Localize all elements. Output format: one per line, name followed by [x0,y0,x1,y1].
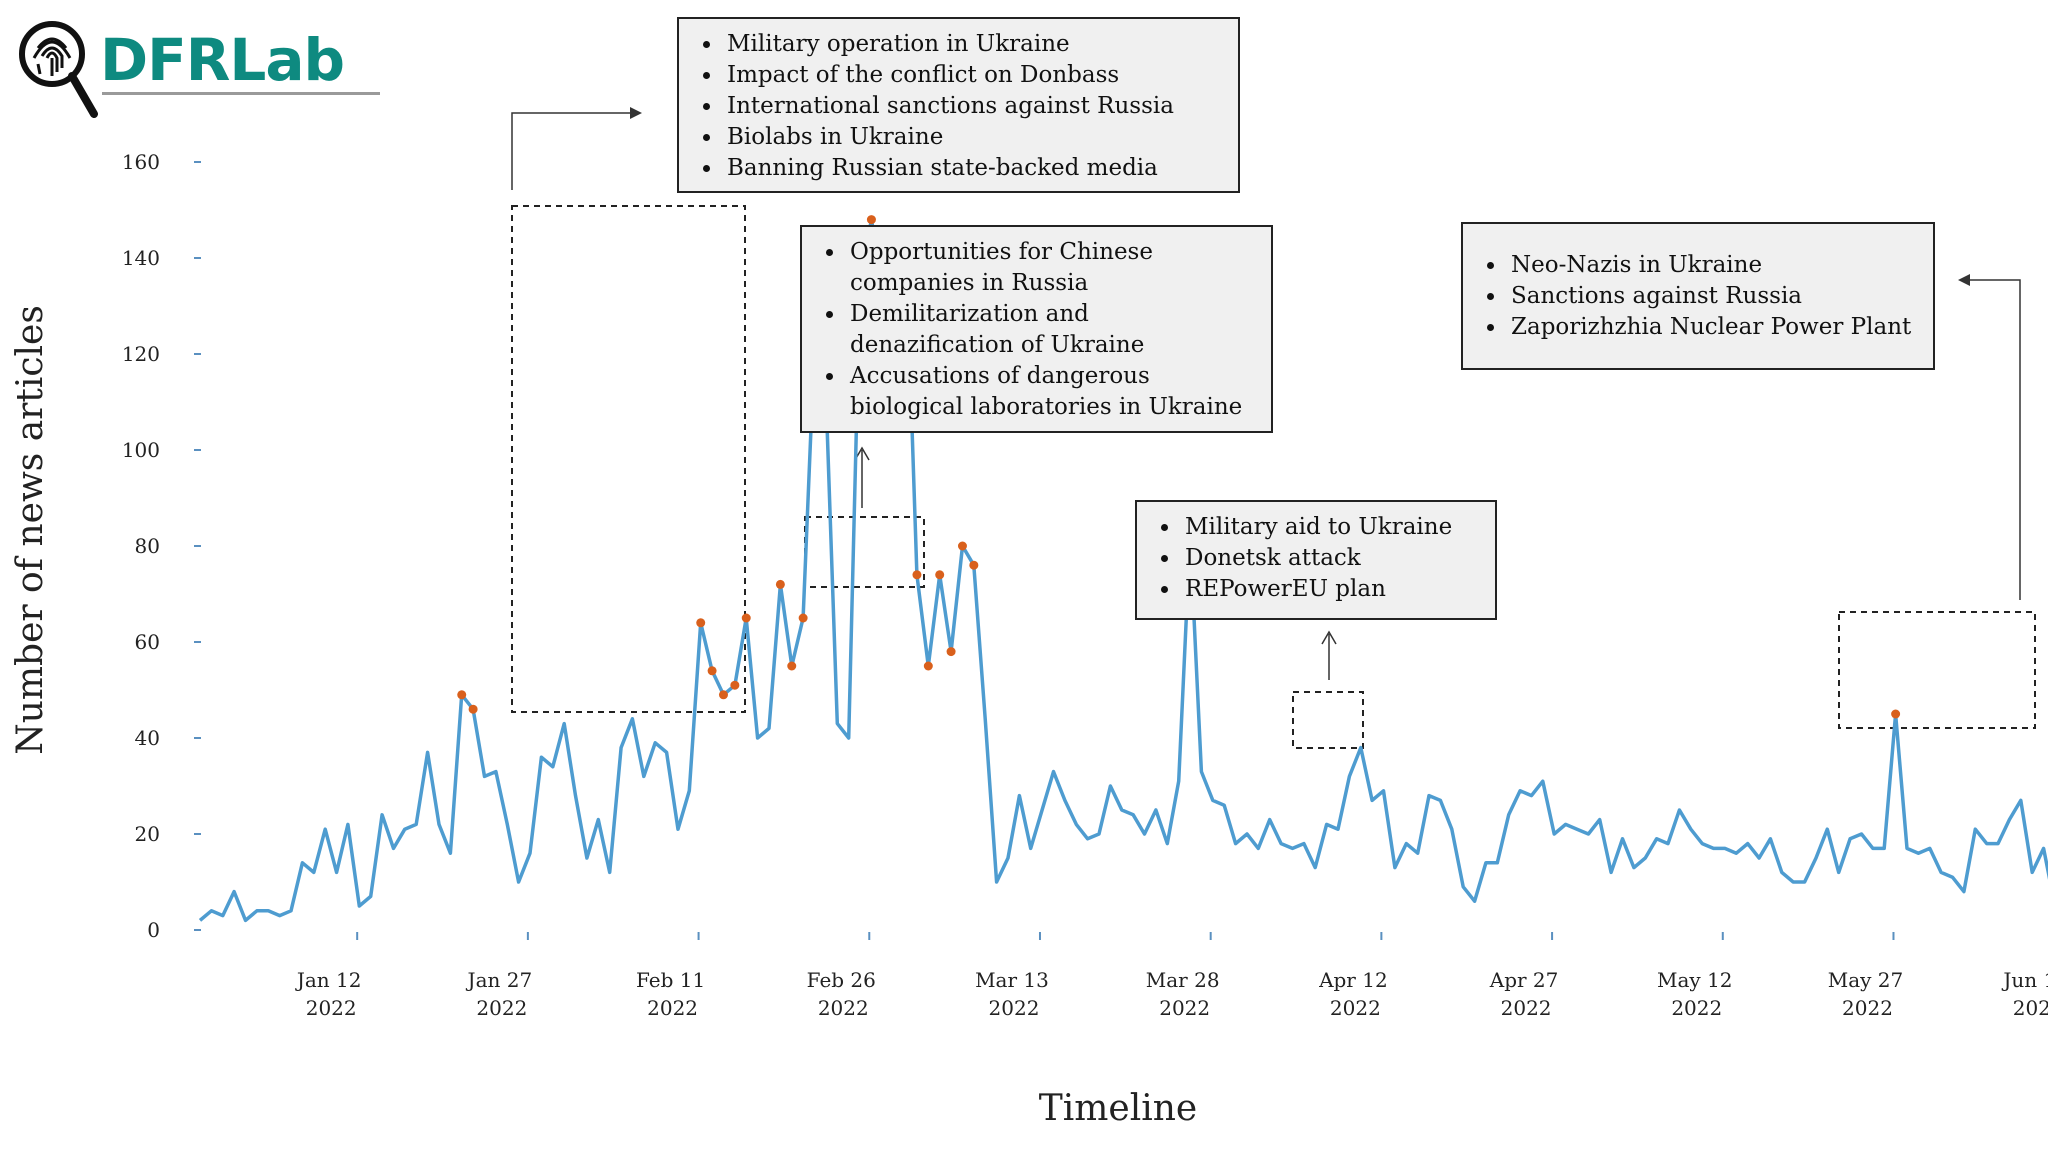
y-tick-label: 80 [135,534,160,558]
x-tick-label: May 12 [1657,968,1733,992]
annotation-box-feb-mar: Military operation in Ukraine Impact of … [677,17,1240,193]
annotation-box-aug: Neo-Nazis in Ukraine Sanctions against R… [1461,222,1935,370]
x-tick-label: Apr 27 [1489,968,1559,992]
x-tick-year: 2022 [647,996,698,1020]
x-tick-label: May 27 [1828,968,1904,992]
connector-aug [1970,279,2021,600]
annotation-item: Zaporizhzhia Nuclear Power Plant [1507,312,1919,343]
magnifier-fingerprint-icon [19,21,98,118]
x-tick-year: 2022 [476,996,527,1020]
annotation-item: Accusations of dangerous biological labo… [846,361,1257,423]
highlight-box-mar-29 [804,516,925,588]
y-tick-label: 40 [135,726,160,750]
peak-marker [468,704,478,714]
arrowhead-aug [1958,274,1970,286]
x-tick-year: 2022 [1501,996,1552,1020]
logo-underline [102,92,380,95]
annotation-item: Donetsk attack [1181,543,1481,574]
connector-feb-mar [511,112,632,190]
series-line [198,217,2048,923]
annotation-item: Biolabs in Ukraine [723,122,1224,153]
annotation-connectors [511,107,2021,680]
annotation-item: REPowerEU plan [1181,574,1481,605]
x-tick-year: 2022 [1159,996,1210,1020]
y-tick-label: 160 [122,150,160,174]
annotation-item: Military aid to Ukraine [1181,512,1481,543]
annotation-item: Opportunities for Chinese companies in R… [846,237,1257,299]
peak-marker [787,661,797,671]
peak-marker [866,215,876,225]
x-tick-label: Mar 28 [1146,968,1220,992]
y-axis-title: Number of news articles [10,305,51,755]
dfrlab-logo: DFRLab [18,18,380,138]
peak-marker [969,560,979,570]
x-axis: Jan 12 2022 Jan 27 2022 Feb 11 2022 Feb 26 2022… [295,932,2048,1020]
logo-text: DFRLab [100,26,345,94]
y-axis: 0 20 40 60 80 100 120 140 160 [122,150,201,942]
y-tick-label: 140 [122,246,160,270]
x-tick-label: Apr 12 [1318,968,1388,992]
y-tick-label: 0 [147,918,160,942]
peak-marker [1891,709,1901,719]
peak-marker [718,690,728,700]
x-tick-label: Mar 13 [975,968,1049,992]
x-axis-title: Timeline [1039,1088,1197,1129]
x-tick-label: Jan 27 [466,968,533,992]
annotation-item: Military operation in Ukraine [723,29,1224,60]
x-tick-label: Feb 11 [636,968,705,992]
peak-marker [935,570,945,580]
x-tick-label: Feb 26 [807,968,876,992]
peak-marker [707,666,717,676]
x-tick-label: Jun 11 [2001,968,2048,992]
peak-marker [696,618,706,628]
highlight-box-feb-mar [511,205,746,713]
annotation-item: Neo-Nazis in Ukraine [1507,250,1919,281]
annotation-item: Demilitarization and denazification of U… [846,299,1257,361]
x-tick-year: 2022 [1842,996,1893,1020]
x-tick-year: 2022 [2013,996,2048,1020]
x-tick-year: 2022 [1671,996,1722,1020]
peak-marker [957,541,967,551]
arrowhead-jun-03 [1321,630,1337,645]
y-tick-label: 60 [135,630,160,654]
peak-marker [923,661,933,671]
y-tick-label: 20 [135,822,160,846]
annotation-box-mar-29: Opportunities for Chinese companies in R… [800,225,1273,433]
arrowhead-feb-mar [630,107,642,119]
annotation-box-jun-03: Military aid to Ukraine Donetsk attack R… [1135,500,1497,620]
annotation-item: International sanctions against Russia [723,91,1224,122]
y-tick-label: 100 [122,438,160,462]
x-tick-label: Jan 12 [295,968,362,992]
peak-marker [775,579,785,589]
highlight-box-jun-03 [1292,691,1364,749]
x-tick-year: 2022 [306,996,357,1020]
annotation-item: Banning Russian state-backed media [723,153,1224,184]
x-tick-year: 2022 [818,996,869,1020]
peak-marker [730,680,740,690]
peak-marker [946,647,956,657]
peak-marker [912,570,922,580]
highlight-box-aug [1838,611,2036,729]
peak-marker [798,613,808,623]
x-tick-year: 2022 [1330,996,1381,1020]
x-tick-year: 2022 [989,996,1040,1020]
peak-marker [741,613,751,623]
annotation-item: Impact of the conflict on Donbass [723,60,1224,91]
y-tick-label: 120 [122,342,160,366]
annotation-item: Sanctions against Russia [1507,281,1919,312]
peak-marker [457,690,467,700]
